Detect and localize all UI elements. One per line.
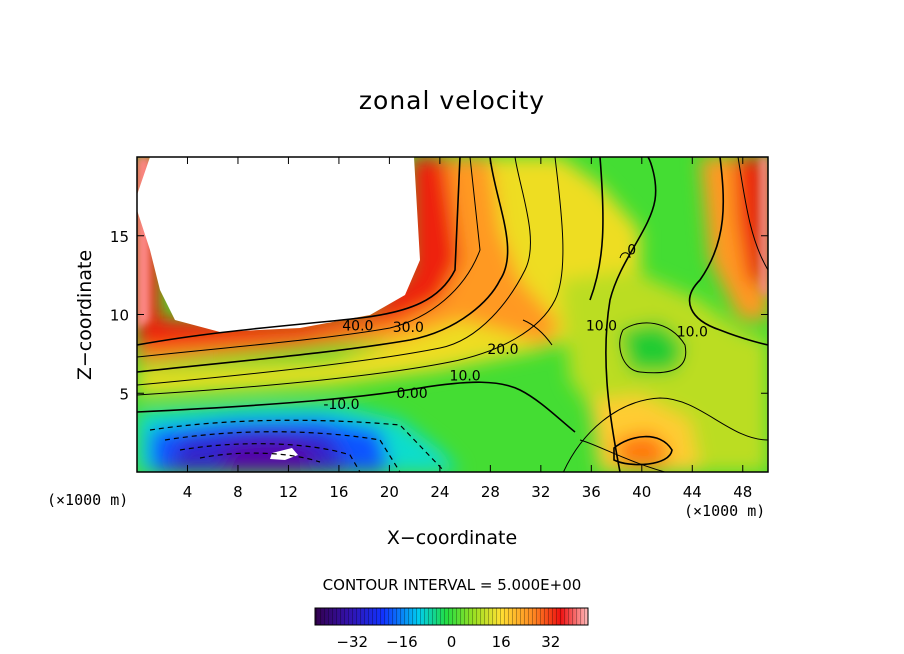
- x-tick-label: 12: [279, 483, 298, 501]
- contour-label: 10.0: [677, 325, 708, 341]
- colorbar-tick-label: 16: [492, 633, 511, 651]
- velocity-field: [137, 157, 768, 472]
- x-tick-label: 24: [430, 483, 449, 501]
- x-tick-label: 8: [233, 483, 243, 501]
- x-tick-label: 32: [531, 483, 550, 501]
- y-tick-label: 5: [119, 385, 129, 403]
- contour-interval-label: CONTOUR INTERVAL = 5.000E+00: [322, 576, 582, 594]
- colorbar-tick-label: −32: [336, 633, 368, 651]
- x-tick-label: 20: [380, 483, 399, 501]
- y-tick-label: 15: [110, 228, 129, 246]
- x-axis: 4 8 12 16 20 24 28 32 36 40 44 48: [183, 157, 752, 501]
- chart-title: zonal velocity: [358, 86, 546, 115]
- contour-label: 30.0: [393, 320, 424, 336]
- contour-label: -10.0: [323, 397, 359, 413]
- colorbar-frame: [314, 607, 589, 626]
- y-tick-label: 10: [110, 307, 129, 325]
- contour-label: 0.00: [397, 386, 428, 402]
- x-tick-label: 16: [329, 483, 348, 501]
- contour-label: 20.0: [487, 342, 518, 358]
- x-tick-label: 48: [733, 483, 752, 501]
- x-unit-label-right: (×1000 m): [684, 502, 766, 520]
- colorbar-tick-label: 0: [447, 633, 457, 651]
- x-tick-label: 28: [481, 483, 500, 501]
- contour-label: 10.0: [586, 318, 617, 334]
- x-tick-label: 44: [683, 483, 702, 501]
- x-tick-label: 40: [632, 483, 651, 501]
- contour-lines: [137, 157, 768, 472]
- x-unit-label-left: (×1000 m): [47, 491, 129, 509]
- x-tick-label: 4: [183, 483, 193, 501]
- colorbar-bins: [315, 608, 588, 625]
- y-axis: 5 10 15: [110, 228, 768, 403]
- x-axis-label: X−coordinate: [386, 527, 518, 549]
- colorbar-tick-label: 32: [541, 633, 560, 651]
- x-tick-label: 36: [582, 483, 601, 501]
- contour-label: 40.0: [342, 318, 373, 334]
- colorbar: −32 −16 0 16 32: [314, 607, 589, 651]
- contour-label: 0: [627, 243, 636, 259]
- colorbar-tick-label: −16: [386, 633, 418, 651]
- contour-label: 10.0: [450, 369, 481, 385]
- contour-label-group: 40.0 30.0 20.0 10.0 10.0 10.0 0.00 -10.0 0: [323, 243, 708, 413]
